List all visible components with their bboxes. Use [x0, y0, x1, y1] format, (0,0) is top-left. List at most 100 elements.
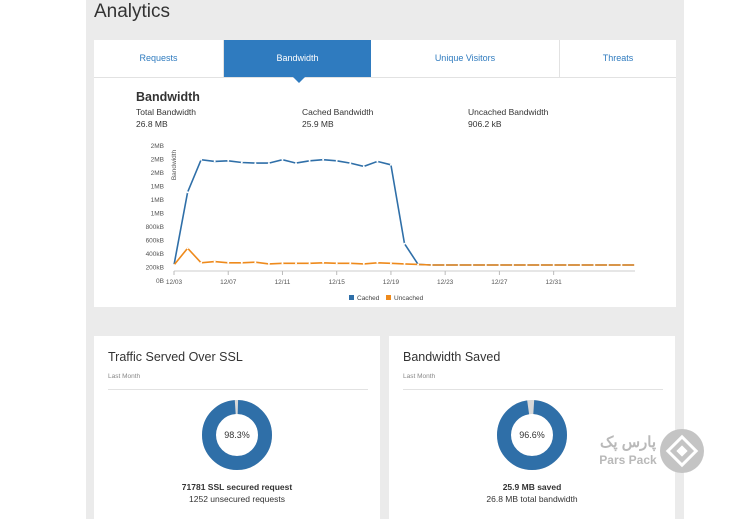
data-point-uncached[interactable]	[389, 262, 392, 265]
data-point-uncached[interactable]	[173, 264, 175, 266]
ssl-percent: 98.3%	[224, 430, 250, 440]
data-point-uncached[interactable]	[593, 264, 596, 266]
ssl-card-title: Traffic Served Over SSL	[108, 350, 243, 364]
data-point-uncached[interactable]	[295, 262, 298, 265]
data-point-uncached[interactable]	[254, 261, 257, 264]
data-point-uncached[interactable]	[362, 262, 365, 265]
data-point-cached[interactable]	[213, 160, 216, 163]
data-point-uncached[interactable]	[281, 262, 284, 265]
data-point-uncached[interactable]	[444, 264, 447, 266]
x-tick-label: 12/31	[546, 279, 563, 286]
data-point-uncached[interactable]	[200, 261, 203, 264]
watermark-text-fa: پارس پک	[600, 434, 656, 452]
data-point-uncached[interactable]	[213, 260, 216, 263]
total-bandwidth-label: Total Bandwidth	[136, 107, 197, 117]
data-point-cached[interactable]	[295, 162, 298, 165]
watermark-text-en: Pars Pack	[599, 453, 657, 467]
x-tick-label: 12/15	[329, 279, 346, 286]
tab-threats[interactable]: Threats	[602, 53, 634, 63]
saved-card-subtitle: Last Month	[403, 373, 436, 380]
data-point-uncached[interactable]	[240, 261, 243, 264]
data-point-uncached[interactable]	[511, 264, 514, 266]
data-point-cached[interactable]	[389, 163, 392, 166]
data-point-cached[interactable]	[240, 161, 243, 164]
total-bandwidth-value: 26.8 MB	[136, 119, 168, 129]
data-point-cached[interactable]	[308, 159, 311, 162]
analytics-app: Analytics Requests Bandwidth Unique Visi…	[86, 0, 684, 519]
bandwidth-saved-card: Bandwidth Saved Last Month 96.6% 25.9 MB…	[389, 336, 675, 519]
legend-label-cached[interactable]: Cached	[357, 295, 380, 302]
data-point-uncached[interactable]	[457, 264, 460, 266]
page-title: Analytics	[94, 1, 171, 22]
data-point-cached[interactable]	[281, 158, 284, 161]
y-tick-label: 1MB	[151, 211, 164, 218]
data-point-cached[interactable]	[267, 162, 270, 165]
pars-pack-logo-icon	[660, 429, 704, 473]
ssl-unsecured-count: 1252 unsecured requests	[189, 494, 285, 504]
y-tick-label: 800kB	[146, 224, 164, 231]
data-point-uncached[interactable]	[484, 264, 487, 266]
y-tick-label: 2MB	[151, 170, 164, 177]
data-point-cached[interactable]	[254, 162, 257, 165]
y-tick-label: 1MB	[151, 184, 164, 191]
data-point-uncached[interactable]	[267, 262, 270, 265]
data-point-uncached[interactable]	[308, 262, 311, 265]
x-tick-label: 12/27	[491, 279, 508, 286]
series-line-cached	[173, 158, 635, 266]
data-point-uncached[interactable]	[525, 264, 528, 266]
data-point-cached[interactable]	[227, 159, 230, 162]
saved-card-title: Bandwidth Saved	[403, 350, 501, 364]
tab-unique-visitors[interactable]: Unique Visitors	[371, 40, 560, 77]
data-point-cached[interactable]	[362, 165, 365, 168]
data-point-uncached[interactable]	[498, 264, 501, 266]
saved-donut-chart	[497, 400, 567, 470]
legend-label-uncached[interactable]: Uncached	[394, 295, 424, 302]
data-point-cached[interactable]	[186, 191, 189, 194]
ssl-donut-chart	[202, 400, 272, 470]
data-point-uncached[interactable]	[349, 262, 352, 265]
data-point-cached[interactable]	[335, 159, 338, 162]
tab-bandwidth[interactable]: Bandwidth	[224, 40, 371, 77]
data-point-cached[interactable]	[200, 158, 203, 161]
y-tick-label: 400kB	[146, 251, 164, 258]
x-tick-label: 12/19	[383, 279, 400, 286]
active-tab-pointer	[292, 76, 306, 83]
chart-title: Bandwidth	[136, 90, 200, 104]
data-point-uncached[interactable]	[471, 264, 474, 266]
y-tick-label: 200kB	[146, 265, 164, 272]
data-point-cached[interactable]	[376, 160, 379, 163]
data-point-cached[interactable]	[349, 162, 352, 165]
saved-amount: 25.9 MB saved	[502, 482, 562, 492]
tab-requests[interactable]: Requests	[94, 40, 224, 77]
data-point-uncached[interactable]	[376, 261, 379, 264]
data-point-uncached[interactable]	[403, 262, 406, 265]
data-point-uncached[interactable]	[539, 264, 542, 266]
y-tick-label: 600kB	[146, 238, 164, 245]
data-point-cached[interactable]	[322, 158, 325, 161]
data-point-uncached[interactable]	[566, 264, 569, 266]
data-point-uncached[interactable]	[620, 264, 623, 266]
data-point-uncached[interactable]	[579, 264, 582, 266]
x-tick-label: 12/23	[437, 279, 454, 286]
data-point-uncached[interactable]	[552, 264, 555, 266]
data-point-uncached[interactable]	[606, 264, 609, 266]
data-point-uncached[interactable]	[634, 264, 636, 266]
data-point-uncached[interactable]	[417, 263, 420, 266]
legend-swatch-cached	[349, 295, 354, 300]
data-point-uncached[interactable]	[322, 261, 325, 264]
x-tick-label: 12/11	[275, 279, 291, 286]
y-tick-label: 0B	[156, 278, 164, 285]
data-point-uncached[interactable]	[186, 247, 189, 250]
data-point-uncached[interactable]	[335, 262, 338, 265]
data-point-uncached[interactable]	[430, 264, 433, 266]
ssl-secured-count: 71781 SSL secured request	[181, 482, 293, 492]
data-point-uncached[interactable]	[227, 261, 230, 264]
cached-bandwidth-label: Cached Bandwidth	[302, 107, 374, 117]
x-tick-label: 12/03	[166, 279, 183, 286]
divider	[108, 389, 368, 390]
series-line-uncached	[173, 246, 635, 266]
x-tick-label: 12/07	[220, 279, 237, 286]
data-point-cached[interactable]	[403, 242, 406, 245]
y-axis-label: Bandwidth	[171, 149, 178, 180]
divider	[403, 389, 663, 390]
